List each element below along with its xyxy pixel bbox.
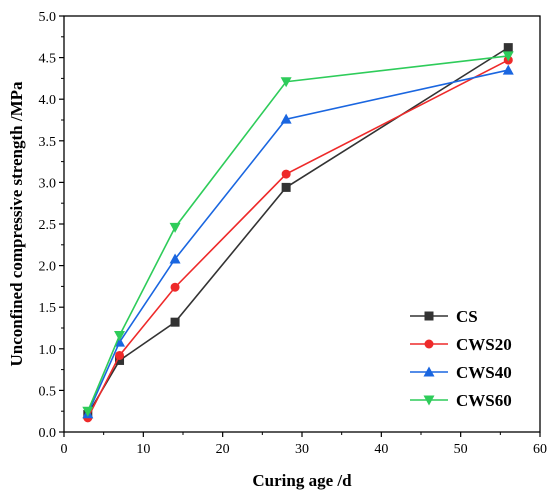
x-tick-label: 0 (61, 442, 68, 457)
legend: CS CWS20 CWS40 CWS60 (410, 307, 512, 410)
data-point-cs (503, 43, 513, 53)
data-point-cws40 (502, 64, 514, 75)
axes: 0 10 20 30 40 50 60 0.0 0.5 1.0 1.5 2.0 2.5 3.0 3.5 4.0… (39, 10, 548, 457)
legend-label-cws60: CWS60 (456, 391, 512, 410)
y-tick-label: 4.5 (39, 52, 57, 67)
data-point-cws60 (82, 406, 94, 417)
series-line-cws20 (87, 59, 509, 419)
legend-item-cs: CS (410, 307, 478, 326)
legend-marker-cws20 (424, 339, 434, 349)
series-cws20 (83, 55, 513, 423)
data-point-cws60 (502, 51, 514, 62)
y-tick-label: 0.0 (39, 426, 57, 441)
series-layer (82, 43, 514, 423)
data-point-cws20 (170, 282, 180, 292)
data-point-cws20 (281, 169, 291, 179)
y-tick-label: 2.5 (39, 218, 57, 233)
legend-item-cws20: CWS20 (410, 335, 512, 354)
x-tick-label: 20 (216, 442, 230, 457)
data-point-cws60 (280, 77, 292, 88)
data-point-cws60 (114, 330, 126, 341)
legend-item-cws60: CWS60 (410, 391, 512, 410)
legend-marker-cws60 (423, 395, 435, 406)
series-line-cs (87, 46, 509, 415)
x-tick-label: 40 (374, 442, 388, 457)
series-cws40 (82, 64, 514, 419)
data-point-cws40 (280, 113, 292, 124)
x-tick-label: 30 (295, 442, 309, 457)
data-point-cws60 (169, 222, 181, 233)
legend-label-cs: CS (456, 307, 478, 326)
x-axis-title: Curing age /d (252, 471, 352, 490)
series-line-cws40 (87, 69, 509, 415)
series-cs (83, 43, 513, 420)
data-point-cws40 (169, 253, 181, 264)
y-axis-title: Unconfined compressive strength /MPa (7, 81, 26, 367)
legend-marker-cs (424, 311, 434, 321)
data-point-cs (170, 317, 180, 327)
y-tick-label: 1.0 (39, 343, 57, 358)
data-point-cs (115, 355, 125, 365)
y-tick-label: 4.0 (39, 93, 57, 108)
data-point-cs (281, 182, 291, 192)
y-tick-label: 1.5 (39, 301, 57, 316)
series-cws60 (82, 51, 514, 417)
data-point-cws40 (114, 336, 126, 347)
x-tick-label: 60 (533, 442, 547, 457)
x-tick-label: 50 (454, 442, 468, 457)
y-tick-label: 5.0 (39, 10, 57, 25)
series-line-cws60 (87, 55, 509, 412)
legend-label-cws20: CWS20 (456, 335, 512, 354)
legend-item-cws40: CWS40 (410, 363, 512, 382)
data-point-cws20 (115, 350, 125, 360)
y-tick-label: 3.5 (39, 135, 57, 150)
y-tick-label: 2.0 (39, 260, 57, 275)
legend-label-cws40: CWS40 (456, 363, 512, 382)
legend-marker-cws40 (423, 366, 435, 377)
x-tick-label: 10 (136, 442, 150, 457)
y-tick-label: 0.5 (39, 384, 57, 399)
y-tick-label: 3.0 (39, 176, 57, 191)
